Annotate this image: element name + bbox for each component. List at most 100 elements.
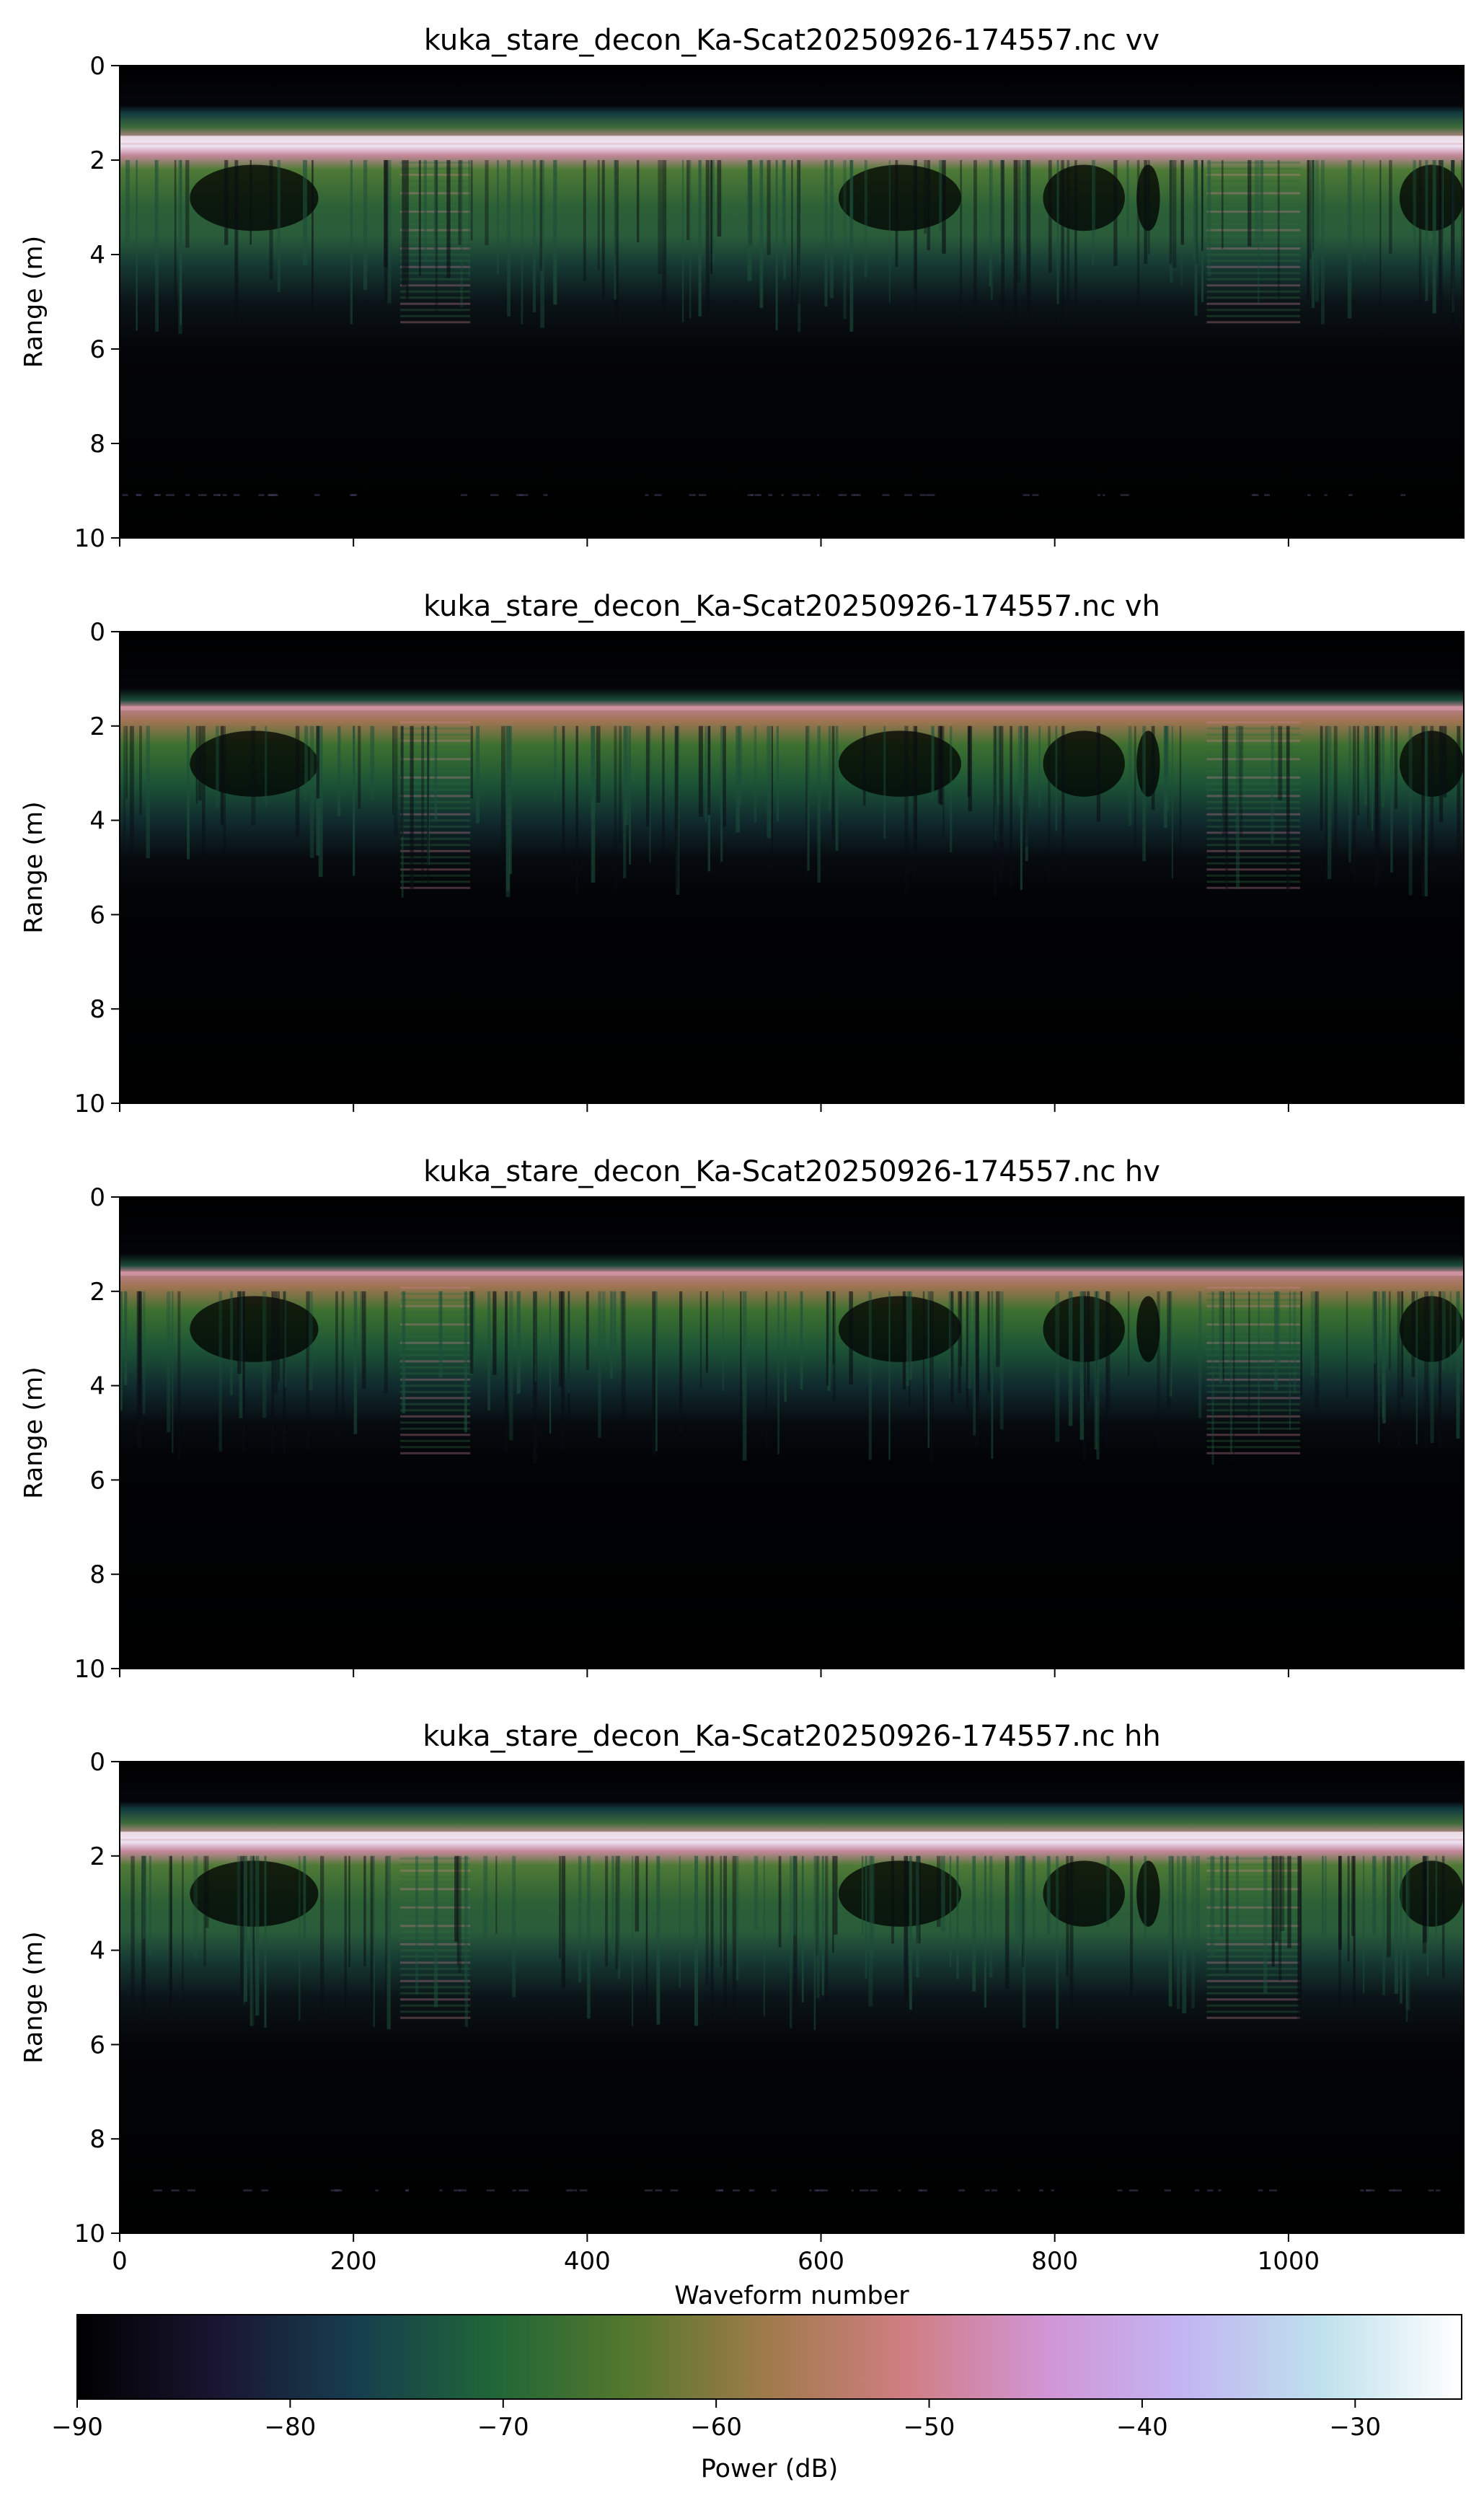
panel-title: kuka_stare_decon_Ka-Scat20250926-174557.… <box>424 24 1160 57</box>
texture-streak <box>698 725 703 817</box>
texture-streak <box>686 160 690 241</box>
band-stripe <box>1206 764 1301 767</box>
y-axis-label: Range (m) <box>19 1366 48 1498</box>
texture-streak <box>1163 725 1167 829</box>
texture-streak <box>341 1291 345 1418</box>
texture-streak <box>742 1291 747 1461</box>
texture-streak <box>649 725 651 863</box>
texture-streak <box>1107 1291 1110 1412</box>
texture-streak <box>913 725 916 878</box>
texture-streak <box>553 160 557 305</box>
deep-return <box>898 2189 901 2192</box>
texture-streak <box>849 160 854 332</box>
band-stripe <box>1206 1857 1301 1860</box>
low-return-patch <box>1399 1296 1464 1362</box>
y-tick-label: 4 <box>89 1372 105 1401</box>
texture-streak <box>284 1291 287 1388</box>
y-tick-label: 8 <box>89 430 105 459</box>
deep-return <box>919 494 926 497</box>
texture-streak <box>242 1291 245 1451</box>
texture-streak <box>645 725 650 827</box>
texture-streak <box>763 1855 765 2017</box>
texture-streak <box>1451 160 1455 324</box>
texture-streak <box>891 1855 894 1944</box>
deep-return <box>566 2189 574 2192</box>
texture-streak <box>922 1291 925 1429</box>
texture-streak <box>776 725 779 822</box>
colorbar-tick-label: −60 <box>690 2413 742 2442</box>
texture-streak <box>1405 1855 1408 2022</box>
texture-streak <box>1128 725 1132 826</box>
texture-streak <box>615 1855 620 1970</box>
texture-streak <box>421 725 424 882</box>
band-stripe <box>1206 800 1301 803</box>
texture-streak <box>754 725 757 823</box>
deep-return <box>525 2189 529 2192</box>
texture-streak <box>237 1855 241 1956</box>
texture-streak <box>1055 1291 1060 1442</box>
deep-return <box>1264 494 1271 497</box>
y-axis-label: Range (m) <box>19 801 48 933</box>
texture-streak <box>1061 160 1064 330</box>
texture-streak <box>1351 1855 1355 1936</box>
texture-streak <box>1424 725 1428 896</box>
texture-streak <box>1219 1291 1223 1384</box>
band-stripe <box>1206 1403 1301 1405</box>
deep-return <box>222 494 227 497</box>
band-stripe <box>1206 1335 1301 1338</box>
band-stripe <box>1206 180 1301 182</box>
texture-streak <box>1225 1855 1229 1974</box>
texture-streak <box>406 160 409 301</box>
texture-streak <box>125 725 128 799</box>
texture-streak <box>1222 1291 1224 1382</box>
texture-streak <box>1106 1855 1110 1927</box>
texture-streak <box>1038 725 1041 808</box>
texture-streak <box>220 725 224 826</box>
band-stripe <box>1206 746 1301 748</box>
texture-streak <box>1061 725 1065 871</box>
texture-streak <box>1322 1855 1324 1936</box>
band-stripe <box>400 1446 471 1449</box>
texture-streak <box>182 1855 184 2008</box>
texture-streak <box>1260 160 1264 242</box>
texture-streak <box>1022 160 1025 244</box>
texture-streak <box>1374 725 1379 885</box>
texture-streak <box>1126 160 1129 238</box>
texture-streak <box>373 1855 375 2027</box>
texture-streak <box>989 160 991 287</box>
deep-return <box>1023 494 1030 497</box>
texture-streak <box>740 1291 742 1423</box>
texture-streak <box>1278 1855 1282 1981</box>
texture-streak <box>1024 160 1029 249</box>
low-return-patch <box>1043 1296 1125 1362</box>
band-stripe <box>400 1329 471 1332</box>
texture-streak <box>255 1855 260 2016</box>
texture-streak <box>252 1855 255 2028</box>
band-stripe <box>1206 1949 1301 1952</box>
deep-return <box>454 2189 461 2192</box>
texture-streak <box>611 1855 614 1955</box>
texture-streak <box>1201 160 1203 251</box>
heatmap-image <box>120 1762 1464 2233</box>
band-stripe <box>1206 309 1301 312</box>
texture-streak <box>1311 160 1315 309</box>
heatmap-image <box>120 66 1464 538</box>
texture-streak <box>387 160 392 304</box>
deep-return <box>757 494 761 497</box>
texture-streak <box>203 1855 206 1966</box>
texture-streak <box>679 1855 681 1988</box>
texture-streak <box>508 725 512 875</box>
texture-streak <box>146 725 150 859</box>
deep-return <box>243 2189 252 2192</box>
band-stripe <box>1206 211 1301 213</box>
texture-streak <box>1022 1855 1025 1968</box>
deep-return <box>792 494 800 497</box>
band-stripe <box>400 1403 471 1405</box>
texture-streak <box>1423 1855 1427 1943</box>
texture-streak <box>967 1291 972 1390</box>
texture-streak <box>433 1855 438 2008</box>
texture-streak <box>817 725 821 883</box>
band-stripe <box>1206 844 1301 847</box>
texture-streak <box>1191 1855 1195 2008</box>
texture-streak <box>801 1855 804 2002</box>
